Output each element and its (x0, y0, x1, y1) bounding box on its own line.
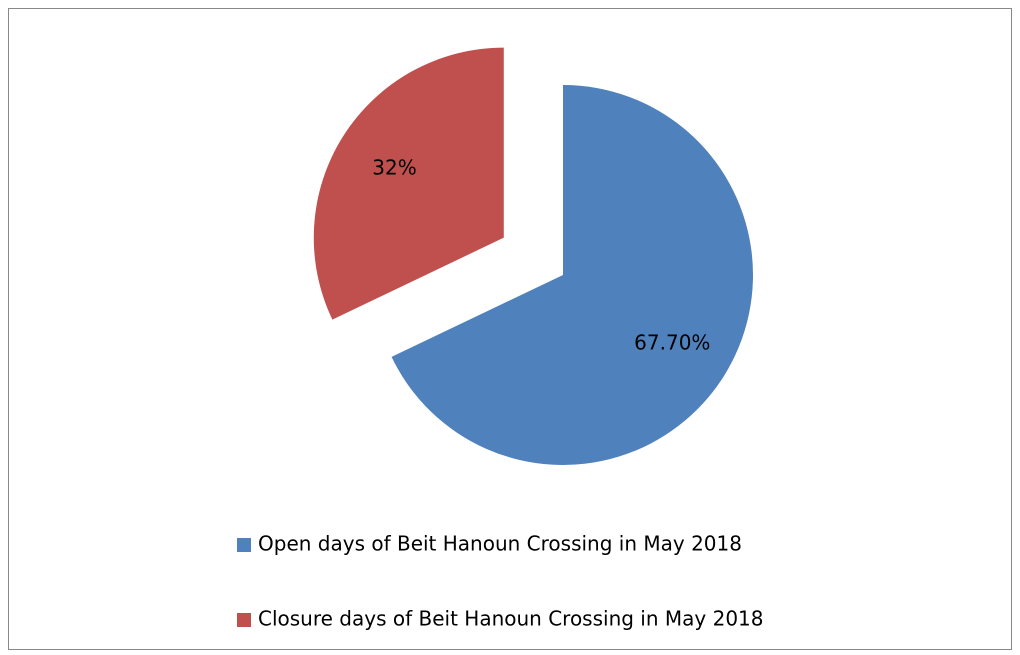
data-label: 32% (372, 155, 416, 179)
pie-slice (313, 47, 504, 320)
legend-swatch (237, 613, 251, 627)
legend-swatch (237, 538, 251, 552)
data-label: 67.70% (634, 330, 710, 354)
pie-slice (391, 85, 753, 465)
legend-label: Closure days of Beit Hanoun Crossing in … (258, 607, 764, 631)
legend-label: Open days of Beit Hanoun Crossing in May… (258, 532, 742, 556)
